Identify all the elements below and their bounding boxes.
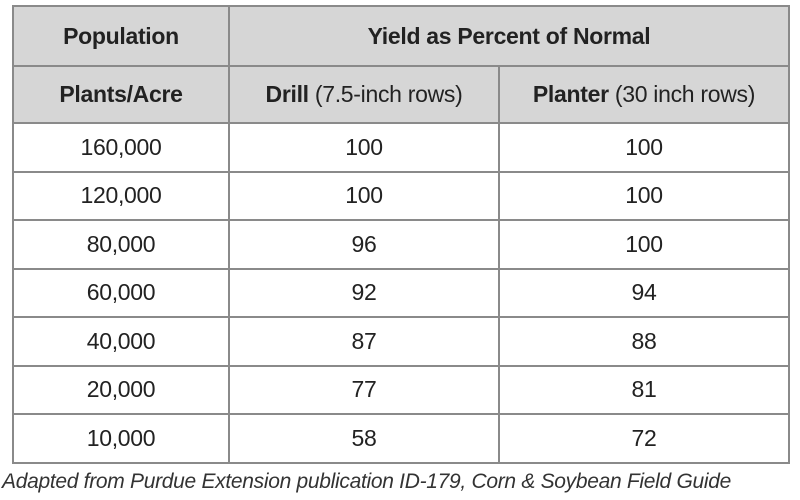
source-caption: Adapted from Purdue Extension publicatio… xyxy=(2,470,731,494)
population-cell: 10,000 xyxy=(12,413,230,464)
population-cell: 160,000 xyxy=(12,122,230,173)
planter-cell: 81 xyxy=(498,364,790,415)
table-row: 120,000 100 100 xyxy=(12,170,790,221)
population-cell: 20,000 xyxy=(12,364,230,415)
yield-table: Population Yield as Percent of Normal Pl… xyxy=(12,5,790,464)
planter-cell: 100 xyxy=(498,219,790,270)
planter-cell: 100 xyxy=(498,170,790,221)
drill-header: Drill (7.5-inch rows) xyxy=(228,65,500,124)
planter-cell: 94 xyxy=(498,267,790,318)
drill-cell: 96 xyxy=(228,219,500,270)
table-row: 60,000 92 94 xyxy=(12,267,790,318)
table-row: 80,000 96 100 xyxy=(12,219,790,270)
population-cell: 120,000 xyxy=(12,170,230,221)
population-cell: 40,000 xyxy=(12,316,230,367)
population-cell: 60,000 xyxy=(12,267,230,318)
table-row: 10,000 58 72 xyxy=(12,413,790,464)
drill-cell: 100 xyxy=(228,170,500,221)
drill-header-detail: (7.5-inch rows) xyxy=(308,81,463,107)
table-row: 160,000 100 100 xyxy=(12,122,790,173)
drill-cell: 100 xyxy=(228,122,500,173)
drill-cell: 77 xyxy=(228,364,500,415)
drill-cell: 92 xyxy=(228,267,500,318)
population-cell: 80,000 xyxy=(12,219,230,270)
planter-cell: 100 xyxy=(498,122,790,173)
planter-header-detail: (30 inch rows) xyxy=(608,81,756,107)
table-row: 40,000 87 88 xyxy=(12,316,790,367)
planter-header-label: Planter xyxy=(532,81,609,107)
drill-cell: 58 xyxy=(228,413,500,464)
caption-prefix: Adapted from Purdue Extension publicatio… xyxy=(2,470,400,493)
caption-suffix: , Corn & Soybean Field Guide xyxy=(460,470,731,493)
planter-cell: 88 xyxy=(498,316,790,367)
drill-cell: 87 xyxy=(228,316,500,367)
table-row: 20,000 77 81 xyxy=(12,364,790,415)
yield-group-header: Yield as Percent of Normal xyxy=(228,5,790,67)
header-row-1: Population Yield as Percent of Normal xyxy=(12,5,790,67)
caption-publication-id: ID-179 xyxy=(399,470,461,493)
population-header: Population xyxy=(12,5,230,67)
planter-header: Planter (30 inch rows) xyxy=(498,65,790,124)
plants-acre-header: Plants/Acre xyxy=(12,65,230,124)
planter-cell: 72 xyxy=(498,413,790,464)
drill-header-label: Drill xyxy=(265,81,310,107)
yield-table-container: Population Yield as Percent of Normal Pl… xyxy=(12,5,790,464)
header-row-2: Plants/Acre Drill (7.5-inch rows) Plante… xyxy=(12,65,790,124)
